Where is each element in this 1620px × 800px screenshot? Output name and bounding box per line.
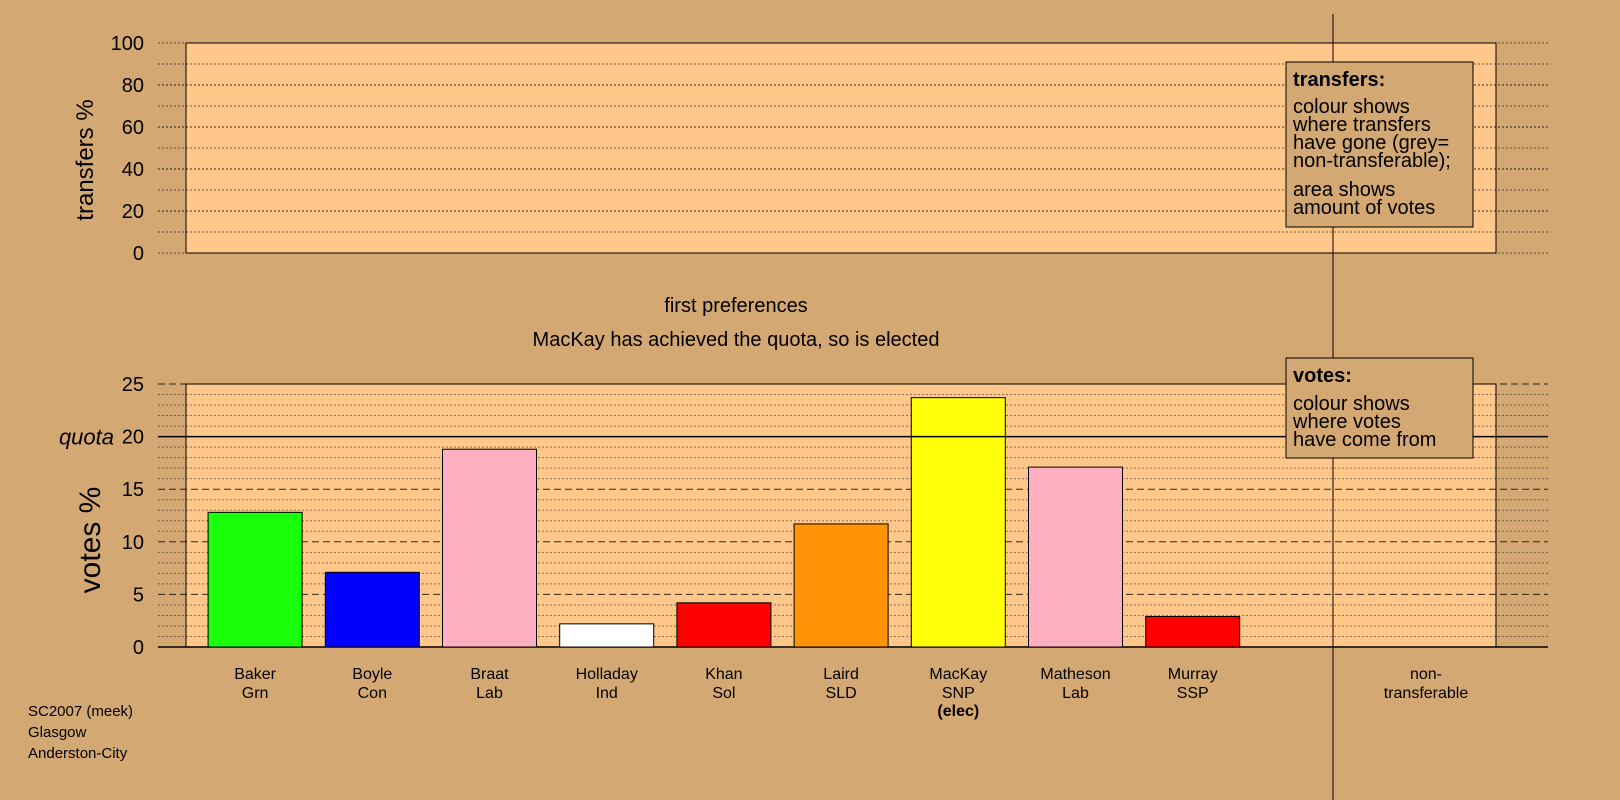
transfers-tick-label: 80 <box>122 75 144 97</box>
footer-line: SC2007 (meek) <box>28 703 133 720</box>
transfers-legend-line: non-transferable); <box>1293 150 1451 172</box>
candidate-name-label: Braat <box>470 666 509 683</box>
candidate-party-label: SNP <box>942 685 975 702</box>
votes-legend-line: have come from <box>1293 429 1436 451</box>
candidate-name-label: Holladay <box>576 666 638 683</box>
transfers-legend-line: area shows <box>1293 179 1395 201</box>
non-transferable-label: transferable <box>1384 685 1469 702</box>
votes-y-ticks: 0 5 10 15 20 25 <box>122 374 144 659</box>
votes-tick-label: 20 <box>122 427 144 449</box>
transfers-tick-label: 40 <box>122 159 144 181</box>
bar-boyle <box>324 571 420 648</box>
transfers-legend-title: transfers: <box>1293 69 1385 91</box>
votes-tick-label: 15 <box>122 479 144 501</box>
candidate-party-label: Ind <box>596 685 618 702</box>
candidate-name-label: Boyle <box>352 666 392 683</box>
footer-line: Glasgow <box>28 724 87 741</box>
candidate-party-label: Lab <box>476 685 503 702</box>
candidate-name-label: Laird <box>823 666 859 683</box>
transfers-legend-line: colour shows <box>1293 96 1410 118</box>
candidate-party-label: Sol <box>712 685 735 702</box>
bar-matheson <box>1028 466 1123 648</box>
bar-khan <box>676 602 772 648</box>
votes-legend-line: colour shows <box>1293 393 1410 415</box>
bar-murray <box>1145 615 1241 648</box>
votes-tick-label: 5 <box>133 584 144 606</box>
quota-label: quota <box>59 425 114 450</box>
candidate-party-label: Lab <box>1062 685 1089 702</box>
transfers-legend-line: have gone (grey= <box>1293 132 1449 154</box>
candidate-labels: Baker Grn Boyle Con Braat Lab Holladay Ind Khan S… <box>234 666 1468 720</box>
non-transferable-label: non- <box>1410 666 1442 683</box>
bar-holladay <box>559 623 655 648</box>
candidate-party-label: SSP <box>1177 685 1209 702</box>
transfers-y-ticks: 0 20 40 60 80 100 <box>111 33 144 265</box>
candidate-party-label: Grn <box>242 685 269 702</box>
votes-tick-label: 0 <box>133 637 144 659</box>
candidate-name-label: MacKay <box>929 666 987 683</box>
transfers-tick-label: 60 <box>122 117 144 139</box>
bar-laird <box>793 523 889 648</box>
footer-line: Anderston-City <box>28 745 128 762</box>
status-heading: MacKay has achieved the quota, so is ele… <box>533 329 940 351</box>
election-footer: SC2007 (meek) Glasgow Anderston-City <box>28 703 133 762</box>
votes-legend-title: votes: <box>1293 365 1352 387</box>
candidate-elected-note: (elec) <box>937 703 979 720</box>
candidate-name-label: Matheson <box>1040 666 1110 683</box>
stage-heading: first preferences <box>664 295 807 317</box>
votes-y-axis-label: votes % <box>74 487 107 594</box>
candidate-party-label: Con <box>358 685 387 702</box>
transfers-tick-label: 100 <box>111 33 144 55</box>
votes-legend-line: where votes <box>1292 411 1401 433</box>
transfers-tick-label: 20 <box>122 201 144 223</box>
bar-braat <box>442 448 537 648</box>
votes-tick-label: 25 <box>122 374 144 396</box>
transfers-tick-label: 0 <box>133 243 144 265</box>
transfers-legend-line: amount of votes <box>1293 197 1435 219</box>
transfers-chart: 0 20 40 60 80 100 transfers % <box>72 33 1548 265</box>
transfers-y-axis-label: transfers % <box>72 99 99 220</box>
transfers-legend-line: where transfers <box>1292 114 1431 136</box>
candidate-party-label: SLD <box>826 685 857 702</box>
transfers-legend-box <box>1285 61 1474 228</box>
candidate-name-label: Khan <box>705 666 742 683</box>
bar-baker <box>207 511 303 648</box>
candidate-name-label: Baker <box>234 666 276 683</box>
transfers-plot-area <box>185 42 1497 254</box>
votes-chart: 0 5 10 15 20 25 quota votes % Baker Grn Boyle Co… <box>59 374 1548 720</box>
votes-bars <box>207 397 1241 648</box>
bar-mackay <box>910 397 1006 648</box>
votes-legend-box <box>1285 357 1474 459</box>
votes-tick-label: 10 <box>122 532 144 554</box>
candidate-name-label: Murray <box>1168 666 1218 683</box>
